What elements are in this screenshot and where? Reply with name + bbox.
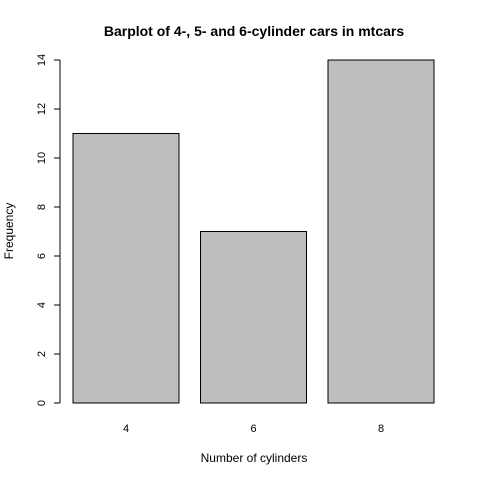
y-tick-label: 10 xyxy=(36,152,48,164)
x-axis-tick-labels: 4 6 8 xyxy=(123,423,384,435)
x-tick-label: 8 xyxy=(378,423,384,435)
x-tick-label: 6 xyxy=(250,423,256,435)
y-tick-label: 4 xyxy=(36,302,48,308)
bar-8 xyxy=(327,59,435,404)
y-axis: 0 2 4 6 8 10 12 14 xyxy=(36,54,61,406)
chart-title: Barplot of 4-, 5- and 6-cylinder cars in… xyxy=(104,23,405,39)
y-axis-label: Frequency xyxy=(2,203,16,260)
bar-6 xyxy=(200,231,307,404)
x-axis-label: Number of cylinders xyxy=(201,451,308,465)
y-tick-label: 8 xyxy=(36,204,48,210)
y-tick-label: 6 xyxy=(36,253,48,259)
y-tick-label: 0 xyxy=(36,400,48,406)
bar-4 xyxy=(72,133,180,404)
y-tick-label: 12 xyxy=(36,103,48,115)
x-tick-label: 4 xyxy=(123,423,129,435)
bars xyxy=(72,59,435,404)
y-tick-label: 2 xyxy=(36,351,48,357)
y-tick-label: 14 xyxy=(36,54,48,66)
